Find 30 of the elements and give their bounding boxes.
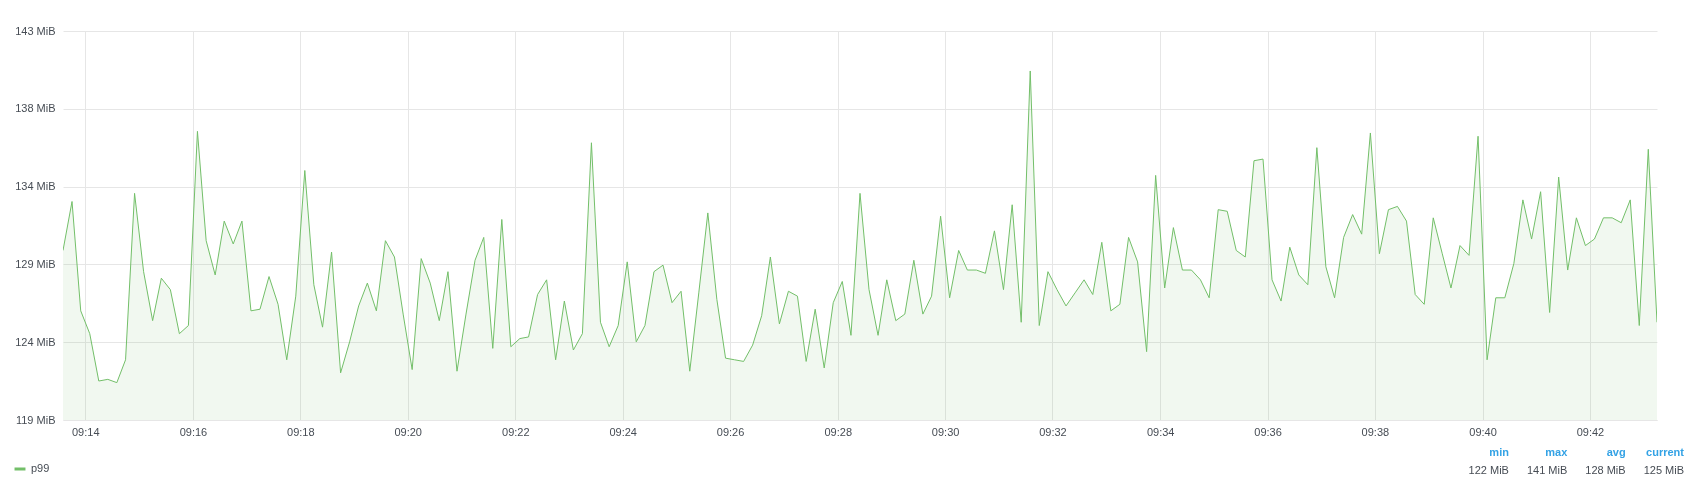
x-tick-label: 09:32 bbox=[1039, 425, 1067, 438]
x-tick-label: 09:30 bbox=[931, 425, 960, 438]
x-tick-label: 09:34 bbox=[1146, 425, 1175, 438]
legend-label: p99 bbox=[31, 462, 50, 474]
x-tick-label: 09:24 bbox=[609, 425, 637, 438]
text: 122 MiB bbox=[1468, 464, 1509, 476]
x-tick-label: 09:14 bbox=[71, 425, 100, 438]
x-tick-label: 09:16 bbox=[179, 425, 208, 438]
y-tick-label: 134 MiB bbox=[15, 180, 56, 193]
x-tick-label: 09:36 bbox=[1254, 425, 1282, 438]
x-tick-label: 09:40 bbox=[1469, 425, 1497, 438]
x-tick-label: 09:38 bbox=[1361, 425, 1390, 438]
text: max bbox=[1544, 446, 1568, 458]
text: min bbox=[1488, 446, 1509, 458]
y-tick-label: 138 MiB bbox=[15, 102, 56, 115]
x-tick-label: 09:20 bbox=[394, 425, 422, 438]
text: 141 MiB bbox=[1526, 464, 1568, 476]
y-tick-label: 124 MiB bbox=[15, 335, 56, 348]
y-tick-label: 129 MiB bbox=[15, 257, 56, 270]
x-tick-label: 09:42 bbox=[1576, 425, 1605, 438]
text: 128 MiB bbox=[1585, 464, 1626, 476]
x-tick-label: 09:26 bbox=[716, 425, 745, 438]
x-tick-label: 09:28 bbox=[824, 425, 853, 438]
text: avg bbox=[1605, 446, 1626, 458]
x-tick-label: 09:18 bbox=[287, 425, 315, 438]
text: 125 MiB bbox=[1643, 464, 1684, 476]
y-tick-label: 143 MiB bbox=[15, 24, 56, 37]
y-tick-label: 119 MiB bbox=[15, 413, 56, 426]
x-tick-label: 09:22 bbox=[502, 425, 530, 438]
text: current bbox=[1645, 446, 1684, 458]
